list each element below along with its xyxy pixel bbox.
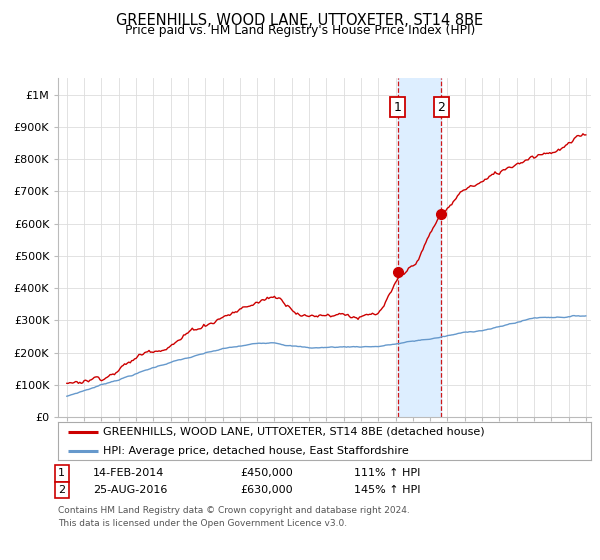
Text: GREENHILLS, WOOD LANE, UTTOXETER, ST14 8BE: GREENHILLS, WOOD LANE, UTTOXETER, ST14 8… <box>116 13 484 28</box>
Bar <box>398 78 442 417</box>
Text: GREENHILLS, WOOD LANE, UTTOXETER, ST14 8BE (detached house): GREENHILLS, WOOD LANE, UTTOXETER, ST14 8… <box>103 427 485 437</box>
Text: 2: 2 <box>437 101 445 114</box>
Text: 1: 1 <box>58 468 65 478</box>
Text: HPI: Average price, detached house, East Staffordshire: HPI: Average price, detached house, East… <box>103 446 409 456</box>
Text: Contains HM Land Registry data © Crown copyright and database right 2024.
This d: Contains HM Land Registry data © Crown c… <box>58 506 410 528</box>
Text: £630,000: £630,000 <box>240 485 293 495</box>
Text: Price paid vs. HM Land Registry's House Price Index (HPI): Price paid vs. HM Land Registry's House … <box>125 24 475 36</box>
Text: 2: 2 <box>58 485 65 495</box>
Text: 14-FEB-2014: 14-FEB-2014 <box>93 468 164 478</box>
Text: 111% ↑ HPI: 111% ↑ HPI <box>354 468 421 478</box>
Text: 1: 1 <box>394 101 401 114</box>
Text: 145% ↑ HPI: 145% ↑ HPI <box>354 485 421 495</box>
Text: 25-AUG-2016: 25-AUG-2016 <box>93 485 167 495</box>
Text: £450,000: £450,000 <box>240 468 293 478</box>
